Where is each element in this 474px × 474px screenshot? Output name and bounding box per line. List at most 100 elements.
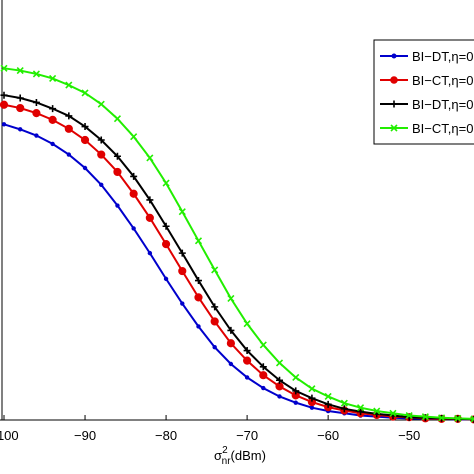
x-axis-label: σ2 nr(dBm) <box>214 445 266 467</box>
point <box>210 317 219 326</box>
legend-box <box>373 39 474 145</box>
point <box>308 385 316 393</box>
x-tick-label: −60 <box>317 428 339 443</box>
point <box>324 400 332 408</box>
point <box>81 123 89 131</box>
point <box>309 405 315 410</box>
legend-marker <box>390 76 398 84</box>
point <box>162 179 170 187</box>
point <box>324 392 332 401</box>
point <box>228 361 234 367</box>
series <box>0 64 474 423</box>
point <box>161 240 171 249</box>
point <box>0 100 9 109</box>
x-label-unit: (dBm) <box>231 448 266 463</box>
point <box>32 109 41 118</box>
x-tick-label: −90 <box>74 428 96 443</box>
point <box>421 413 429 421</box>
point <box>178 208 186 216</box>
legend-label: BI−CT,η=0 <box>412 121 473 136</box>
x-label-sub: nr <box>222 456 232 467</box>
point <box>261 385 266 391</box>
point <box>292 387 300 395</box>
series-line <box>3 123 474 421</box>
point <box>212 345 217 350</box>
point <box>194 293 203 302</box>
point <box>275 382 284 391</box>
point <box>97 150 106 159</box>
point <box>65 112 73 120</box>
point <box>65 81 73 89</box>
series-line <box>3 103 474 421</box>
point <box>438 414 446 422</box>
point <box>276 376 284 384</box>
legend-marker <box>391 53 397 59</box>
point <box>227 326 235 334</box>
point <box>373 407 381 415</box>
point <box>340 405 348 413</box>
point <box>194 237 203 245</box>
point <box>243 356 252 365</box>
x-tick-label: −70 <box>236 428 258 443</box>
point <box>292 373 300 382</box>
point <box>1 122 7 127</box>
point <box>243 320 251 328</box>
point <box>131 226 136 231</box>
point <box>227 294 235 303</box>
series <box>0 100 474 424</box>
point <box>97 100 105 108</box>
point <box>49 105 57 113</box>
point <box>130 172 138 180</box>
point <box>97 136 105 144</box>
point <box>162 222 170 230</box>
point <box>259 371 268 380</box>
point <box>259 341 267 349</box>
legend-label: BI−DT,η=0 <box>412 49 473 64</box>
point <box>146 154 154 162</box>
point <box>82 165 88 171</box>
x-tick-label: −80 <box>155 428 177 443</box>
point <box>50 141 55 147</box>
series <box>1 122 474 422</box>
series-line <box>3 67 474 420</box>
point <box>0 64 8 72</box>
point <box>470 415 474 423</box>
point <box>277 394 282 399</box>
point <box>99 182 104 187</box>
point <box>64 124 73 133</box>
point <box>226 339 235 348</box>
point <box>32 70 40 78</box>
point <box>49 74 57 82</box>
point <box>178 266 187 276</box>
point <box>113 167 122 177</box>
point <box>146 196 154 204</box>
point <box>16 94 24 102</box>
x-tick-label: −100 <box>0 428 19 443</box>
point <box>34 133 39 138</box>
point <box>66 152 72 157</box>
point <box>180 301 185 306</box>
point <box>405 411 413 420</box>
point <box>129 189 138 198</box>
point <box>389 409 397 417</box>
point <box>48 115 57 124</box>
point <box>244 375 250 380</box>
point <box>163 276 169 282</box>
point <box>357 408 365 416</box>
point <box>211 266 219 274</box>
point <box>130 133 138 141</box>
point <box>16 103 25 113</box>
point <box>196 324 201 329</box>
legend-marker <box>390 124 398 132</box>
point <box>178 249 186 257</box>
point <box>243 347 251 355</box>
point <box>80 135 90 145</box>
point <box>308 394 316 402</box>
point <box>16 66 24 75</box>
point <box>32 98 40 106</box>
point <box>81 89 89 97</box>
point <box>454 414 462 422</box>
legend-marker <box>390 100 398 108</box>
